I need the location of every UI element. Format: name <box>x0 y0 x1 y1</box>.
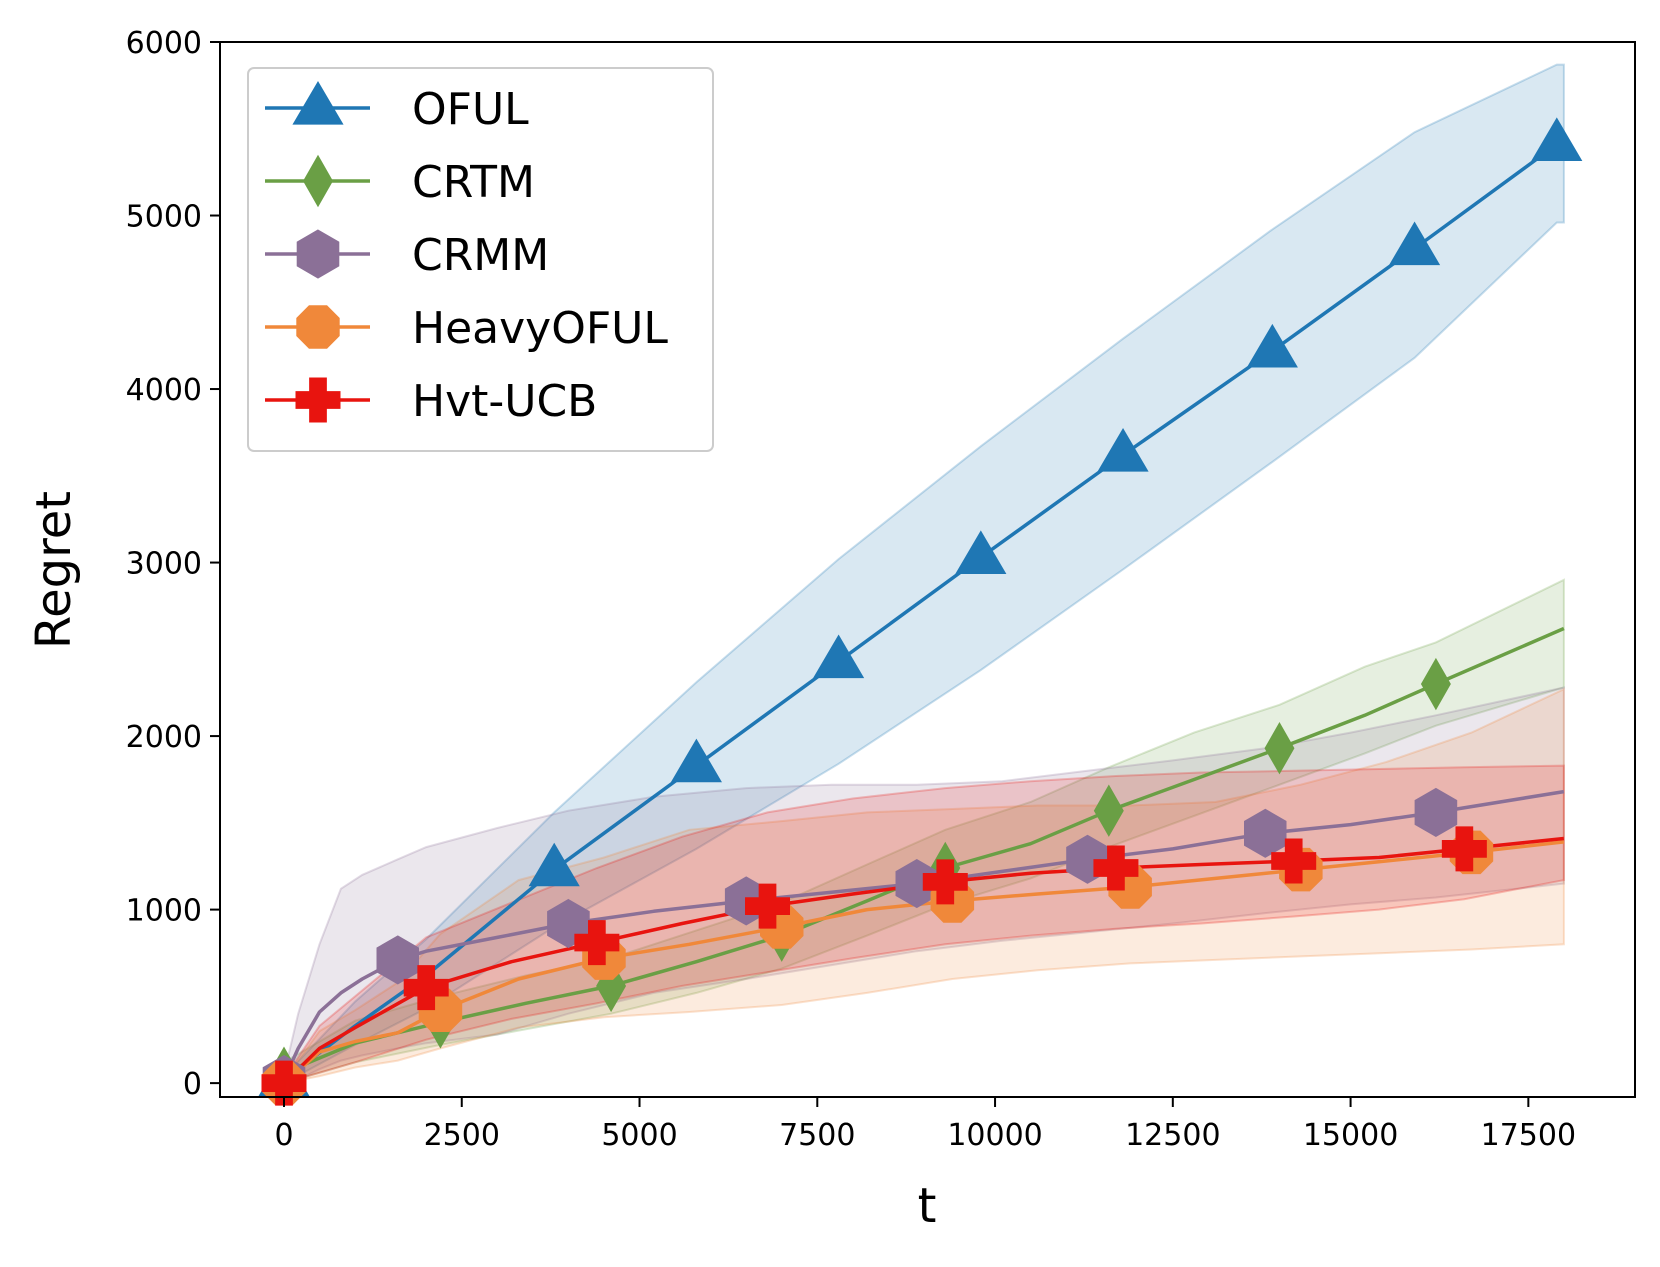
plot-frame <box>219 41 1636 1098</box>
marker-hvt-ucb <box>745 883 791 929</box>
marker-crtm <box>1093 784 1124 837</box>
legend-marker-crtm <box>303 154 333 208</box>
x-tick-label: 5000 <box>601 1118 677 1153</box>
x-tick-label: 7500 <box>779 1118 855 1153</box>
y-tick-label: 3000 <box>126 547 202 582</box>
legend-label-hvt-ucb: Hvt-UCB <box>412 376 597 427</box>
series-markers <box>258 117 1583 1106</box>
x-axis-title: t <box>918 1178 937 1234</box>
legend: OFUL CRTM CRMM HeavyOFUL Hvt-UCB <box>247 67 714 452</box>
marker-crtm <box>1264 722 1295 775</box>
band-crtm <box>283 578 1565 1085</box>
legend-marker-crmm <box>296 229 340 279</box>
legend-marker-oful <box>292 81 344 125</box>
marker-oful <box>1531 117 1583 161</box>
legend-box <box>247 67 714 452</box>
marker-oful <box>813 634 865 679</box>
marker-hvt-ucb <box>922 859 968 905</box>
x-tick-label: 12500 <box>1125 1118 1220 1153</box>
y-tick-label: 2000 <box>126 720 202 755</box>
legend-label-crtm: CRTM <box>412 157 535 208</box>
y-tick-label: 4000 <box>126 373 202 408</box>
legend-marker-heavyoful <box>296 305 340 349</box>
marker-oful <box>955 530 1007 574</box>
marker-hvt-ucb <box>574 920 620 966</box>
marker-crtm <box>1420 657 1451 711</box>
y-tick-label: 6000 <box>126 26 202 61</box>
y-tick-label: 1000 <box>126 894 202 929</box>
marker-oful <box>528 842 580 887</box>
marker-hvt-ucb <box>261 1060 307 1106</box>
x-tick-label: 2500 <box>424 1118 500 1153</box>
marker-hvt-ucb <box>1271 838 1317 884</box>
legend-label-oful: OFUL <box>412 84 529 135</box>
marker-oful <box>1246 323 1298 368</box>
x-tick-label: 15000 <box>1303 1118 1398 1153</box>
x-tick-label: 0 <box>274 1118 293 1153</box>
marker-hvt-ucb <box>403 965 449 1011</box>
marker-oful <box>670 738 722 783</box>
x-tick-label: 10000 <box>947 1118 1042 1153</box>
y-tick-label: 5000 <box>126 200 202 235</box>
x-tick-label: 17500 <box>1481 1118 1576 1153</box>
line-hvt-ucb <box>282 836 1565 1085</box>
marker-crmm <box>376 935 419 985</box>
marker-oful <box>1097 427 1149 472</box>
y-axis-title: Regret <box>26 491 82 649</box>
band-hvt-ucb <box>283 764 1565 1085</box>
y-tick-label: 0 <box>183 1067 202 1102</box>
legend-label-crmm: CRMM <box>412 230 549 281</box>
x-axis: 0 2500 5000 7500 10000 12500 15000 17500 <box>274 1097 1576 1153</box>
marker-hvt-ucb <box>1093 845 1139 891</box>
legend-marker-hvt-ucb <box>295 377 341 423</box>
y-axis: 0 1000 2000 3000 4000 5000 6000 <box>126 26 220 1102</box>
marker-hvt-ucb <box>1441 826 1487 872</box>
marker-crmm <box>1244 808 1287 858</box>
marker-crmm <box>1414 787 1458 837</box>
marker-oful <box>1388 221 1441 266</box>
legend-label-heavyoful: HeavyOFUL <box>412 303 668 354</box>
